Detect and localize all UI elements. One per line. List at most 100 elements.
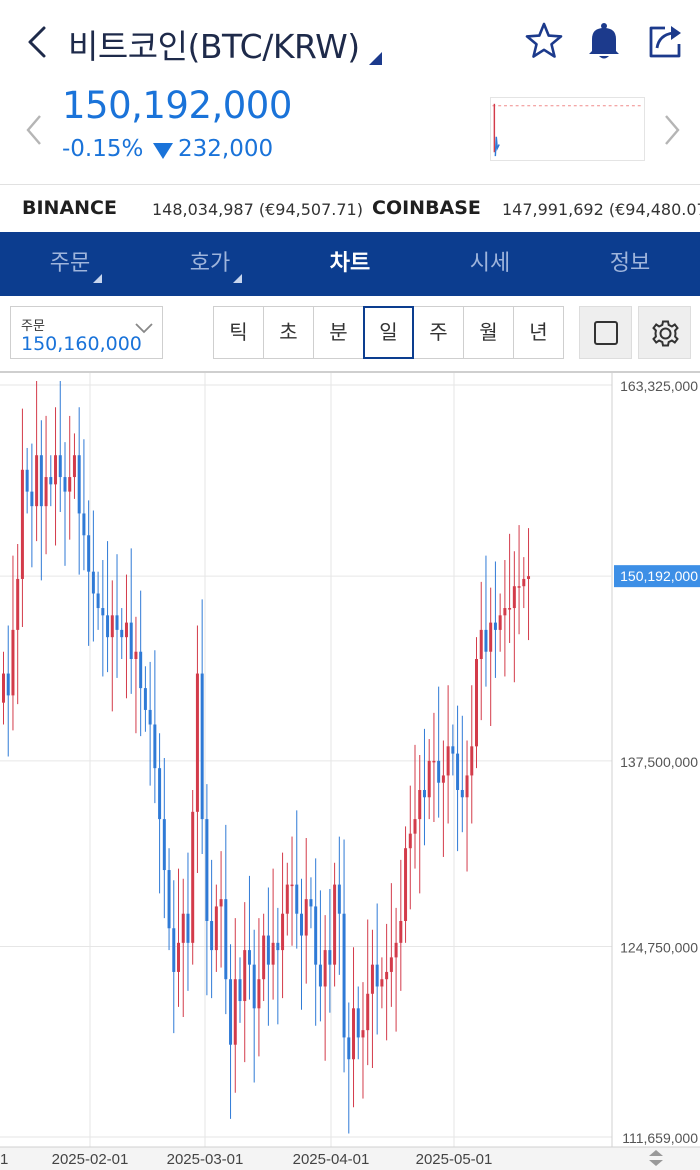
candle-body bbox=[63, 477, 67, 492]
x-tick-label: 1 bbox=[0, 1151, 8, 1168]
candle-body bbox=[30, 491, 34, 507]
candle-body bbox=[370, 964, 374, 994]
candle-body bbox=[347, 1037, 351, 1060]
candle-body bbox=[309, 899, 313, 907]
chart-type-toggle-button[interactable] bbox=[579, 306, 632, 359]
candle-body bbox=[210, 920, 214, 951]
candle-body bbox=[489, 622, 493, 652]
candle-body bbox=[295, 884, 299, 914]
candle-body bbox=[148, 709, 152, 725]
candle-body bbox=[512, 586, 516, 609]
gear-icon bbox=[652, 320, 679, 347]
tab-label: 주문 bbox=[49, 251, 91, 276]
x-axis-band bbox=[0, 1147, 700, 1170]
candle-body bbox=[337, 884, 341, 914]
period-second[interactable]: 초 bbox=[263, 306, 314, 359]
candle-body bbox=[399, 920, 403, 943]
down-triangle-icon bbox=[153, 143, 173, 159]
candle-body bbox=[219, 899, 223, 907]
candle-body bbox=[333, 884, 337, 965]
page-title[interactable]: 비트코인(BTC/KRW) bbox=[68, 27, 360, 66]
candle-body bbox=[527, 576, 531, 579]
candle-body bbox=[318, 964, 322, 987]
period-year[interactable]: 년 bbox=[513, 306, 564, 359]
exchange-name-binance: BINANCE bbox=[22, 197, 117, 219]
candle-body bbox=[304, 899, 308, 936]
tab-market-price[interactable]: 시세 bbox=[420, 232, 560, 296]
candle-body bbox=[106, 615, 110, 638]
coin-selector-caret-icon[interactable] bbox=[369, 52, 382, 65]
candle-body bbox=[342, 913, 346, 1038]
candle-body bbox=[446, 746, 450, 776]
period-tick[interactable]: 틱 bbox=[213, 306, 264, 359]
candle-body bbox=[54, 455, 58, 485]
candle-body bbox=[389, 957, 393, 972]
candle-body bbox=[200, 673, 204, 820]
candle-body bbox=[281, 913, 285, 951]
exchange-prices-row: BINANCE 148,034,987 (€94,507.71) COINBAS… bbox=[0, 184, 700, 232]
tab-label: 시세 bbox=[469, 251, 511, 276]
x-tick-label: 2025-05-01 bbox=[416, 1151, 493, 1168]
chart-settings-button[interactable] bbox=[638, 306, 691, 359]
next-coin-arrow-icon[interactable] bbox=[660, 110, 684, 150]
candle-body bbox=[238, 979, 242, 1002]
candle-body bbox=[72, 455, 76, 478]
candle-body bbox=[224, 899, 228, 980]
candle-body bbox=[247, 950, 251, 965]
current-price-tag bbox=[614, 565, 700, 588]
candle-body bbox=[257, 979, 261, 1009]
tab-label: 정보 bbox=[609, 251, 651, 276]
scroll-down-arrow-icon bbox=[649, 1160, 663, 1166]
candle-body bbox=[115, 615, 119, 630]
x-tick-label: 2025-03-01 bbox=[167, 1151, 244, 1168]
candle-body bbox=[139, 651, 143, 689]
period-minute[interactable]: 분 bbox=[313, 306, 364, 359]
scroll-up-arrow-icon bbox=[649, 1150, 663, 1156]
order-price-dropdown[interactable]: 주문 150,160,000 bbox=[10, 306, 163, 359]
candle-body bbox=[460, 789, 464, 798]
y-tick-label: 124,750,000 bbox=[620, 939, 698, 955]
candle-body bbox=[87, 535, 91, 572]
candle-body bbox=[91, 571, 95, 594]
tab-orderbook[interactable]: 호가 bbox=[140, 232, 280, 296]
bell-icon[interactable] bbox=[584, 20, 624, 62]
candle-body bbox=[2, 673, 5, 703]
candle-body bbox=[432, 760, 436, 763]
candle-body bbox=[25, 469, 29, 492]
candle-body bbox=[120, 629, 124, 638]
mini-price-chart bbox=[490, 97, 645, 161]
period-month[interactable]: 월 bbox=[463, 306, 514, 359]
candle-body bbox=[503, 608, 507, 616]
star-icon[interactable] bbox=[524, 20, 564, 62]
period-day[interactable]: 일 bbox=[363, 306, 414, 359]
tab-order[interactable]: 주문 bbox=[0, 232, 140, 296]
candle-body bbox=[408, 833, 412, 849]
candlestick-chart[interactable]: 163,325,000 137,500,000 124,750,000 111,659… bbox=[0, 373, 700, 1170]
candle-body bbox=[323, 950, 327, 987]
candle-body bbox=[172, 928, 176, 972]
candle-body bbox=[110, 615, 114, 638]
candle-body bbox=[271, 942, 275, 965]
candle-body bbox=[158, 768, 162, 820]
candle-body bbox=[328, 950, 332, 965]
current-price: 150,192,000 bbox=[62, 84, 292, 127]
tab-chart[interactable]: 차트 bbox=[280, 232, 420, 296]
candle-body bbox=[493, 622, 497, 630]
candle-body bbox=[262, 935, 266, 980]
y-tick-label: 137,500,000 bbox=[620, 754, 698, 770]
back-arrow-icon[interactable] bbox=[20, 22, 52, 62]
share-icon[interactable] bbox=[645, 20, 685, 62]
candle-body bbox=[181, 913, 185, 943]
candle-body bbox=[233, 979, 237, 1045]
candle-body bbox=[508, 608, 512, 610]
candle-body bbox=[229, 979, 233, 1045]
candle-body bbox=[413, 819, 417, 834]
prev-coin-arrow-icon[interactable] bbox=[22, 110, 46, 150]
candle-body bbox=[456, 753, 460, 790]
tab-info[interactable]: 정보 bbox=[560, 232, 700, 296]
candle-body bbox=[380, 979, 384, 987]
candle-body bbox=[314, 906, 318, 965]
period-week[interactable]: 주 bbox=[413, 306, 464, 359]
header-bar: 비트코인(BTC/KRW) bbox=[0, 0, 700, 84]
candle-body bbox=[39, 455, 43, 507]
